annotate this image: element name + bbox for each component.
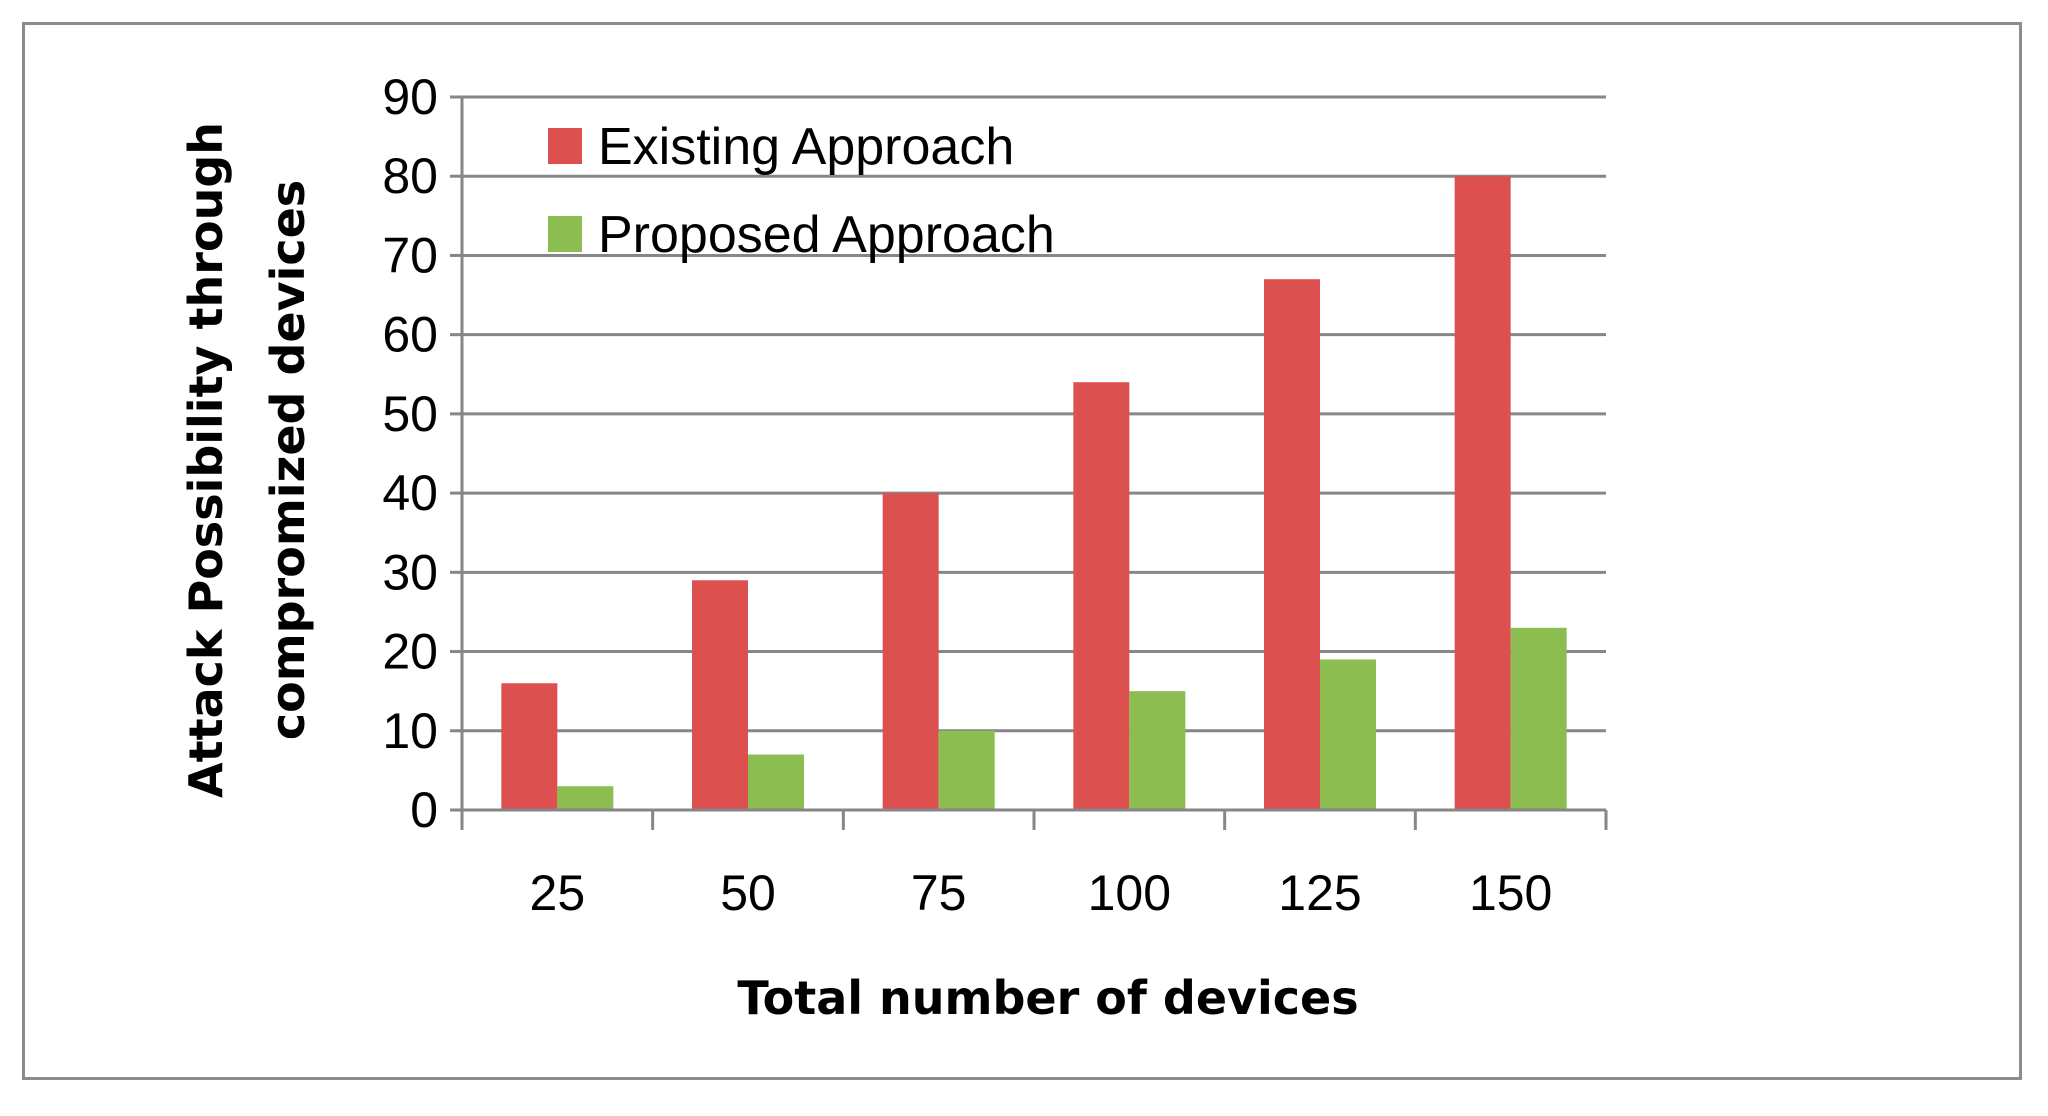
bar-existing-approach-150 bbox=[1454, 176, 1511, 810]
y-axis-title-line-1: Attack Possibility through bbox=[179, 122, 233, 798]
bar-proposed-approach-125 bbox=[1320, 659, 1376, 810]
y-tick-label-80: 80 bbox=[382, 148, 438, 204]
bar-existing-approach-125 bbox=[1264, 279, 1320, 810]
bar-proposed-approach-25 bbox=[557, 786, 614, 810]
x-tick-label-100: 100 bbox=[1088, 865, 1171, 921]
bars bbox=[501, 176, 1567, 810]
y-tick-label-60: 60 bbox=[382, 307, 438, 363]
gridlines bbox=[462, 95, 1606, 733]
y-tick-label-50: 50 bbox=[382, 386, 438, 442]
x-tick-label-75: 75 bbox=[911, 865, 967, 921]
y-tick-label-70: 70 bbox=[382, 227, 438, 283]
bar-existing-approach-25 bbox=[501, 683, 558, 810]
x-tick-label-50: 50 bbox=[720, 865, 776, 921]
axes: 0 10 20 30 40 50 60 70 80 90 25 50 75 100 125 150 bbox=[382, 69, 1608, 921]
x-tick-label-25: 25 bbox=[530, 865, 586, 921]
bar-existing-approach-100 bbox=[1073, 382, 1130, 810]
bar-proposed-approach-50 bbox=[748, 754, 804, 810]
x-tick-label-125: 125 bbox=[1278, 865, 1361, 921]
legend-swatch-existing-approach bbox=[548, 128, 582, 164]
bar-proposed-approach-75 bbox=[938, 730, 995, 810]
bar-existing-approach-50 bbox=[692, 580, 748, 810]
x-axis-title: Total number of devices bbox=[737, 971, 1358, 1025]
y-tick-label-0: 0 bbox=[410, 782, 438, 838]
chart-frame bbox=[22, 22, 2022, 1080]
y-tick-label-10: 10 bbox=[382, 703, 438, 759]
legend-label-proposed-approach: Proposed Approach bbox=[598, 206, 1055, 264]
y-tick-label-40: 40 bbox=[382, 465, 438, 521]
bar-proposed-approach-100 bbox=[1129, 691, 1186, 810]
bar-existing-approach-75 bbox=[882, 493, 939, 810]
y-axis-title: Attack Possibility through compromized d… bbox=[179, 122, 315, 798]
y-axis-title-line-2: compromized devices bbox=[261, 180, 315, 740]
legend: Existing Approach Proposed Approach bbox=[548, 118, 1055, 264]
y-tick-label-30: 30 bbox=[382, 544, 438, 600]
bar-proposed-approach-150 bbox=[1510, 627, 1567, 810]
x-tick-label-150: 150 bbox=[1469, 865, 1552, 921]
y-tick-label-90: 90 bbox=[382, 69, 438, 125]
legend-swatch-proposed-approach bbox=[548, 216, 582, 252]
y-tick-label-20: 20 bbox=[382, 624, 438, 680]
legend-label-existing-approach: Existing Approach bbox=[598, 118, 1014, 176]
